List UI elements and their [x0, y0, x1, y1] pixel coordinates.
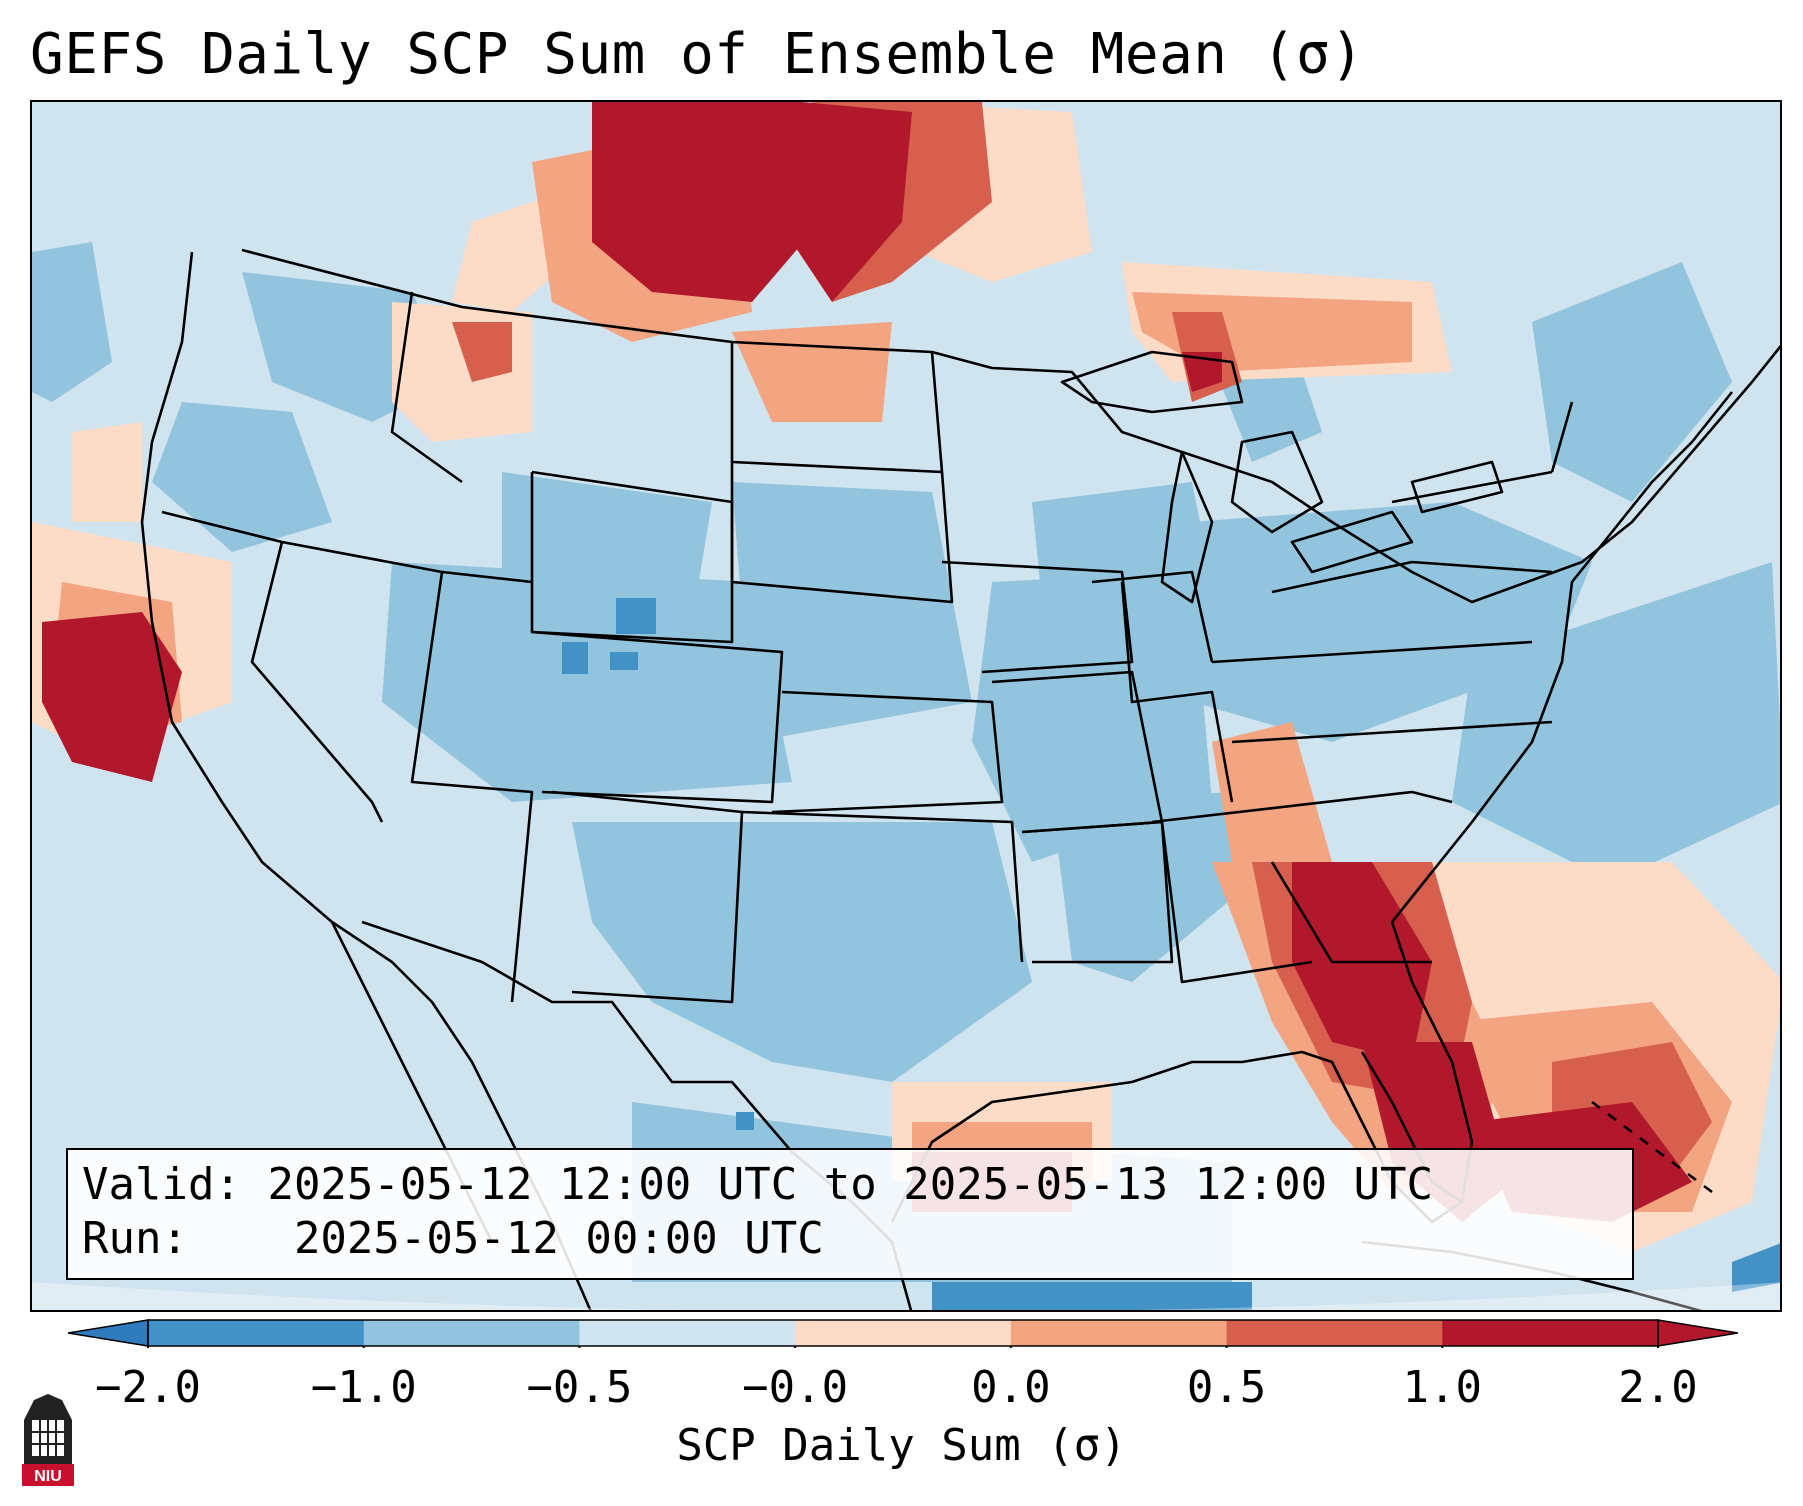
- political-borders: [140, 248, 1780, 1310]
- colorbar-tick-label: 0.5: [1186, 1362, 1267, 1413]
- colorbar-extend-low: [68, 1319, 149, 1347]
- logo-text: NIU: [34, 1468, 62, 1485]
- colorbar-tick-label: −2.0: [95, 1362, 201, 1413]
- projection-edge: [32, 1282, 1780, 1310]
- colorbar-tick-label: 0.0: [971, 1362, 1051, 1413]
- colorbar-outline: [147, 1319, 1659, 1347]
- colorbar-segment: [579, 1320, 796, 1346]
- university-seal-icon: NIU: [22, 1394, 74, 1486]
- map-canvas: [32, 102, 1780, 1310]
- colorbar-segment: [148, 1320, 365, 1346]
- valid-info-box: Valid: 2025-05-12 12:00 UTC to 2025-05-1…: [66, 1148, 1634, 1280]
- colorbar-tick-label: −1.0: [310, 1362, 417, 1413]
- map-panel: [30, 100, 1782, 1312]
- colorbar-segment: [1442, 1320, 1659, 1346]
- colorbar-segment: [1226, 1320, 1443, 1346]
- colorbar: [68, 1319, 1738, 1348]
- colorbar-label: SCP Daily Sum (σ): [676, 1420, 1127, 1471]
- colorbar-tick-label: −0.0: [742, 1362, 849, 1413]
- colorbar-tick-label: −0.5: [526, 1362, 633, 1413]
- colorbar-extend-high: [1657, 1319, 1738, 1347]
- valid-value: 2025-05-12 12:00 UTC to 2025-05-13 12:00…: [267, 1159, 1434, 1210]
- colorbar-tick-label: 2.0: [1618, 1362, 1698, 1413]
- valid-label: Valid:: [82, 1159, 241, 1210]
- colorbar-segment: [795, 1320, 1012, 1346]
- colorbar-segment: [1010, 1320, 1228, 1346]
- run-value: 2025-05-12 00:00 UTC: [293, 1213, 824, 1264]
- run-label: Run:: [82, 1213, 188, 1264]
- colorbar-tick-label: 1.0: [1402, 1362, 1483, 1413]
- colorbar-ticks: [147, 1346, 1659, 1348]
- scp-field-dark-blue: [562, 598, 1780, 1310]
- map-title: GEFS Daily SCP Sum of Ensemble Mean (σ): [30, 22, 1365, 87]
- colorbar-segment: [363, 1320, 580, 1346]
- colorbar-segments: [148, 1320, 1659, 1346]
